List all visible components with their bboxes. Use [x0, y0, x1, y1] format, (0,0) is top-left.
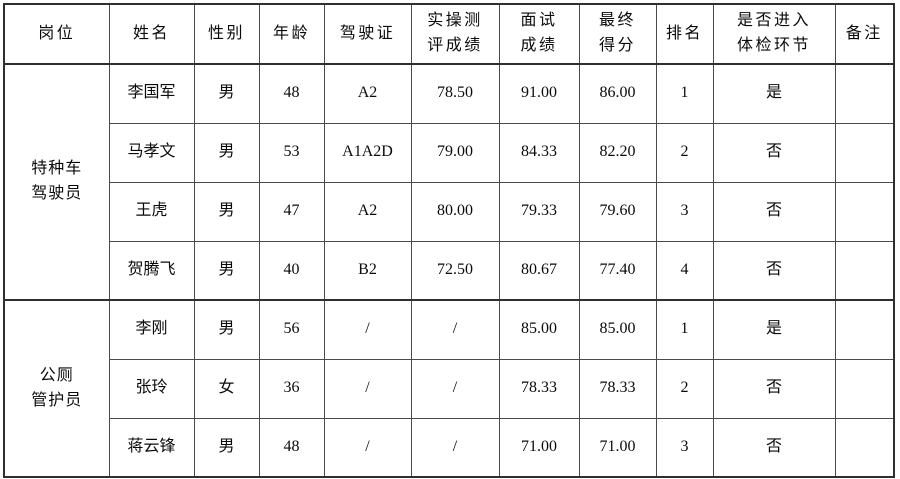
- cell-license: A2: [323, 181, 412, 242]
- cell-license: /: [323, 358, 412, 419]
- candidate-score-table: 岗位 姓名 性别 年龄 驾驶证 实操测 评成绩 面试 成绩 最终 得分 排名 是…: [3, 3, 895, 478]
- cell-practical: 80.00: [410, 181, 500, 242]
- header-cell-physical: 是否进入 体检环节: [712, 3, 836, 65]
- cell-age: 53: [258, 122, 325, 183]
- cell-rank: 2: [655, 122, 714, 183]
- table-row: 蒋云锋 男 48 / / 71.00 71.00 3 否: [4, 417, 895, 478]
- cell-final: 78.33: [578, 358, 657, 419]
- cell-gender: 男: [193, 63, 260, 124]
- cell-interview: 80.67: [498, 240, 580, 301]
- cell-gender: 女: [193, 358, 260, 419]
- cell-name: 张玲: [108, 358, 195, 419]
- cell-license: A2: [323, 63, 412, 124]
- cell-name: 李刚: [108, 299, 195, 360]
- cell-interview: 84.33: [498, 122, 580, 183]
- cell-rank: 4: [655, 240, 714, 301]
- cell-rank: 1: [655, 299, 714, 360]
- cell-name: 蒋云锋: [108, 417, 195, 478]
- cell-gender: 男: [193, 122, 260, 183]
- table-row: 公厕 管护员 李刚 男 56 / / 85.00 85.00 1 是: [3, 299, 895, 478]
- header-cell-license: 驾驶证: [323, 3, 412, 65]
- cell-remark: [834, 181, 895, 242]
- header-cell-name: 姓名: [108, 3, 195, 65]
- header-cell-rank: 排名: [655, 3, 714, 65]
- cell-remark: [834, 417, 895, 478]
- cell-final: 82.20: [578, 122, 657, 183]
- cell-age: 47: [258, 181, 325, 242]
- cell-license: /: [323, 299, 412, 360]
- cell-remark: [834, 122, 895, 183]
- header-cell-remark: 备注: [834, 3, 895, 65]
- cell-practical: /: [410, 358, 500, 419]
- cell-final: 85.00: [578, 299, 657, 360]
- header-cell-gender: 性别: [193, 3, 260, 65]
- header-cell-practical: 实操测 评成绩: [410, 3, 500, 65]
- cell-final: 86.00: [578, 63, 657, 124]
- cell-rank: 2: [655, 358, 714, 419]
- position-group-cell: 特种车 驾驶员: [3, 63, 110, 301]
- cell-age: 48: [258, 417, 325, 478]
- cell-interview: 91.00: [498, 63, 580, 124]
- cell-gender: 男: [193, 417, 260, 478]
- cell-physical: 否: [712, 417, 836, 478]
- header-cell-position: 岗位: [3, 3, 110, 65]
- cell-remark: [834, 358, 895, 419]
- cell-name: 李国军: [108, 63, 195, 124]
- cell-practical: /: [410, 299, 500, 360]
- header-cell-interview: 面试 成绩: [498, 3, 580, 65]
- cell-remark: [834, 63, 895, 124]
- cell-license: /: [323, 417, 412, 478]
- cell-final: 77.40: [578, 240, 657, 301]
- cell-physical: 否: [712, 181, 836, 242]
- cell-practical: 79.00: [410, 122, 500, 183]
- cell-gender: 男: [193, 181, 260, 242]
- cell-age: 36: [258, 358, 325, 419]
- cell-physical: 是: [712, 299, 836, 360]
- cell-interview: 79.33: [498, 181, 580, 242]
- header-row: 岗位 姓名 性别 年龄 驾驶证 实操测 评成绩 面试 成绩 最终 得分 排名 是…: [3, 3, 895, 65]
- cell-name: 王虎: [108, 181, 195, 242]
- cell-rank: 3: [655, 417, 714, 478]
- cell-physical: 否: [712, 122, 836, 183]
- table-row: 贺腾飞 男 40 B2 72.50 80.67 77.40 4 否: [4, 240, 895, 301]
- cell-rank: 3: [655, 181, 714, 242]
- table-row: 马孝文 男 53 A1A2D 79.00 84.33 82.20 2 否: [4, 122, 895, 183]
- table-row: 特种车 驾驶员 李国军 男 48 A2 78.50 91.00 86.00 1 …: [3, 63, 895, 301]
- cell-practical: /: [410, 417, 500, 478]
- cell-name: 马孝文: [108, 122, 195, 183]
- table-row: 张玲 女 36 / / 78.33 78.33 2 否: [4, 358, 895, 419]
- cell-age: 48: [258, 63, 325, 124]
- cell-name: 贺腾飞: [108, 240, 195, 301]
- cell-license: A1A2D: [323, 122, 412, 183]
- cell-gender: 男: [193, 299, 260, 360]
- cell-physical: 是: [712, 63, 836, 124]
- table-row: 王虎 男 47 A2 80.00 79.33 79.60 3 否: [4, 181, 895, 242]
- position-group-cell: 公厕 管护员: [3, 299, 110, 478]
- cell-practical: 78.50: [410, 63, 500, 124]
- cell-final: 79.60: [578, 181, 657, 242]
- cell-physical: 否: [712, 240, 836, 301]
- cell-license: B2: [323, 240, 412, 301]
- cell-interview: 71.00: [498, 417, 580, 478]
- cell-remark: [834, 299, 895, 360]
- cell-remark: [834, 240, 895, 301]
- cell-gender: 男: [193, 240, 260, 301]
- cell-age: 56: [258, 299, 325, 360]
- header-cell-age: 年龄: [258, 3, 325, 65]
- cell-physical: 否: [712, 358, 836, 419]
- cell-age: 40: [258, 240, 325, 301]
- cell-interview: 78.33: [498, 358, 580, 419]
- header-cell-final: 最终 得分: [578, 3, 657, 65]
- cell-rank: 1: [655, 63, 714, 124]
- cell-interview: 85.00: [498, 299, 580, 360]
- cell-final: 71.00: [578, 417, 657, 478]
- cell-practical: 72.50: [410, 240, 500, 301]
